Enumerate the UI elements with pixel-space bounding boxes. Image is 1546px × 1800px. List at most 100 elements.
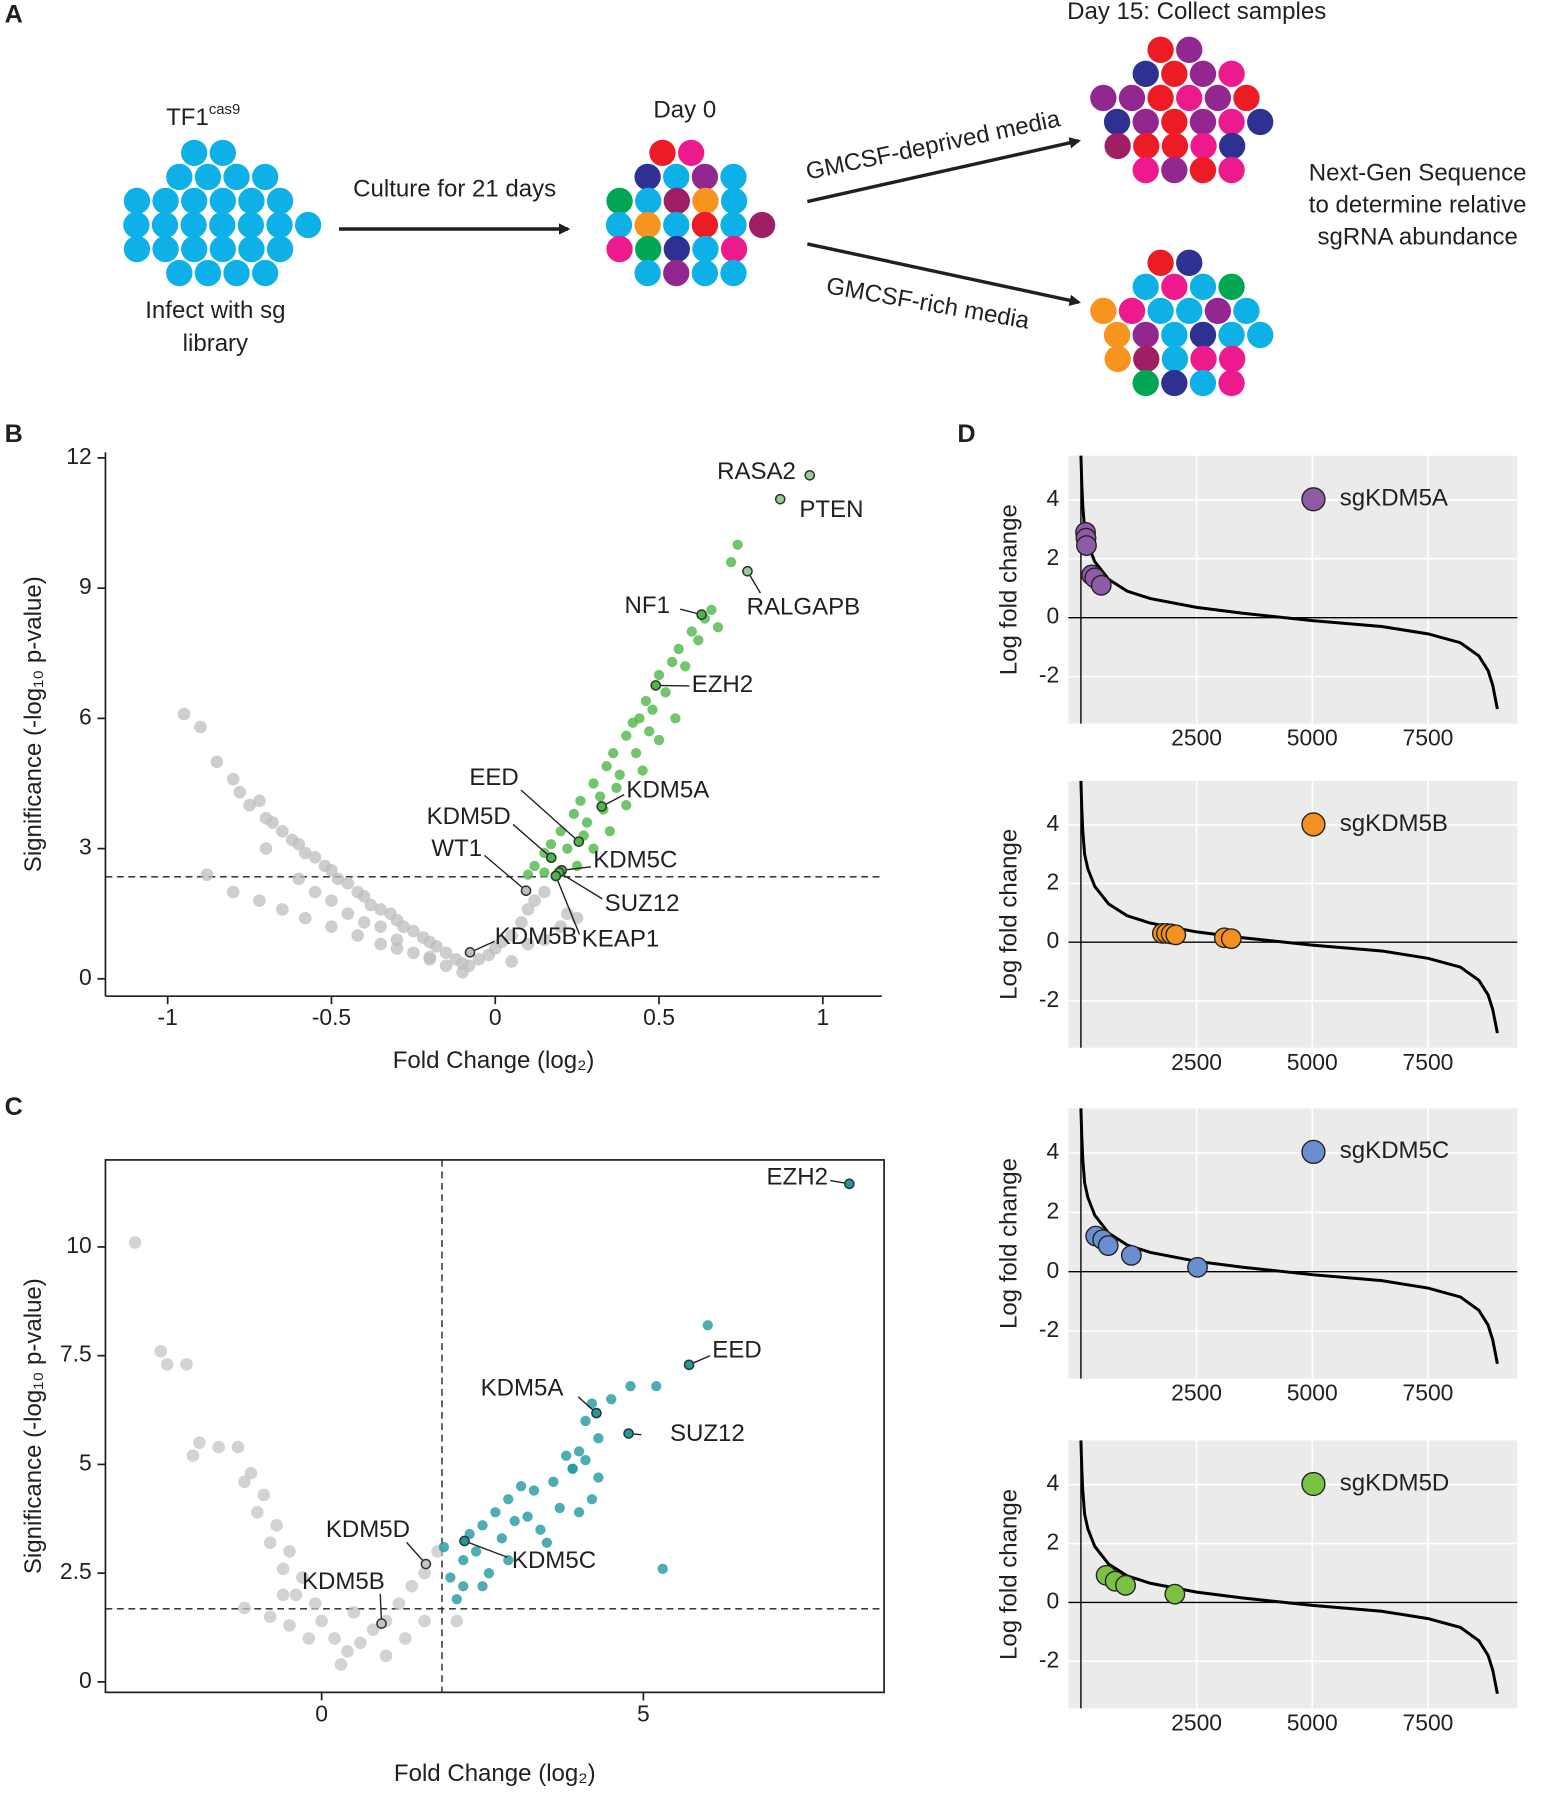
cell [1218, 345, 1246, 373]
cell [266, 211, 293, 239]
point [538, 885, 551, 899]
point-label: KDM5A [481, 1374, 564, 1401]
chart-1: C 0 2.5 5 7.5 10 0 5 Fold Change (log₂) Significa… [5, 1093, 885, 1787]
cell [1218, 273, 1245, 300]
y-tick-label: -2 [1039, 1316, 1059, 1342]
point [611, 782, 622, 793]
point [562, 843, 573, 854]
cell [1218, 132, 1246, 160]
y-axis-title: Significance (-log₁₀ p-value) [20, 1278, 47, 1574]
point [472, 952, 486, 966]
point [353, 1636, 367, 1650]
point [226, 772, 240, 786]
point [399, 1632, 412, 1645]
point [515, 916, 528, 929]
point [266, 816, 279, 829]
point [712, 622, 724, 633]
point-label: KDM5C [512, 1547, 596, 1574]
point [573, 1446, 585, 1457]
point [289, 1588, 303, 1602]
cell [1189, 60, 1217, 88]
point [528, 894, 541, 907]
panel-letter: C [5, 1093, 23, 1121]
point [243, 798, 256, 812]
point [653, 734, 665, 746]
y-axis-title: Log fold change [995, 1158, 1022, 1329]
cell [223, 259, 250, 287]
point [509, 1515, 520, 1527]
cell [1218, 156, 1245, 184]
point-label: EED [469, 764, 518, 791]
chart-4: -2 0 2 4 2500 5000 7500 Log fold change sgKDM5C [995, 1108, 1518, 1406]
cell [1161, 345, 1189, 373]
point [270, 1519, 283, 1532]
y-tick-label: 7.5 [60, 1341, 92, 1367]
point-label: KEAP1 [582, 925, 659, 952]
x-tick-label: 0.5 [643, 1004, 675, 1030]
cell [1118, 297, 1146, 325]
cell [1204, 297, 1232, 325]
cell [252, 163, 279, 191]
leader-line [558, 871, 603, 900]
point [325, 864, 338, 877]
point [296, 1571, 309, 1584]
point-label: NF1 [625, 592, 670, 619]
y-tick-label: 2 [1047, 1197, 1060, 1223]
point [657, 1563, 668, 1574]
point [554, 920, 568, 934]
highlight-point [1097, 1235, 1119, 1257]
y-tick-label: 0 [79, 964, 92, 990]
x-tick-label: 5 [637, 1700, 650, 1726]
labeled-point [843, 1178, 855, 1190]
point [341, 877, 355, 890]
point [706, 604, 717, 616]
point [458, 1581, 469, 1592]
cell [1147, 36, 1174, 63]
plot-background [1068, 780, 1518, 1048]
point [315, 1614, 328, 1628]
point-label: SUZ12 [670, 1420, 745, 1447]
point [210, 755, 224, 769]
point [292, 872, 306, 886]
point [521, 903, 535, 916]
cell [266, 235, 294, 263]
y-tick-label: 4 [1047, 810, 1060, 836]
point [244, 1466, 258, 1480]
y-tick-label: -2 [1039, 986, 1059, 1012]
y-tick-label: 10 [66, 1232, 91, 1258]
cell [237, 211, 265, 239]
labeled-point [774, 493, 786, 505]
point [334, 1658, 348, 1671]
chart-5: -2 0 2 4 2500 5000 7500 Log fold change sgKDM5D [995, 1440, 1518, 1735]
cell [649, 139, 676, 167]
point [666, 656, 678, 668]
cell [166, 163, 193, 191]
point [257, 1488, 271, 1502]
labeled-point [420, 1558, 432, 1570]
y-tick-label: 0 [1047, 603, 1060, 629]
labeled-point [545, 852, 557, 864]
cell [1189, 369, 1217, 397]
point [588, 778, 599, 789]
chart-2: D -2 0 2 4 2500 5000 7500 Log fold change sgKDM5A [957, 420, 1518, 751]
point [535, 1524, 546, 1535]
plot-background [1068, 455, 1518, 724]
cell [1161, 273, 1188, 300]
rich-label: GMCSF-rich media [824, 272, 1032, 334]
point [545, 839, 557, 850]
legend-label: sgKDM5C [1340, 1137, 1450, 1164]
point [423, 950, 437, 964]
point [503, 1494, 514, 1505]
point [226, 885, 240, 899]
point [357, 890, 371, 903]
cell [1176, 249, 1203, 276]
point [651, 1380, 662, 1392]
point [331, 872, 345, 886]
cell [720, 187, 748, 215]
point [630, 747, 642, 759]
point [445, 1572, 456, 1583]
point [614, 769, 625, 780]
y-axis-title: Significance (-log₁₀ p-value) [20, 576, 47, 872]
point [644, 726, 655, 737]
cell [209, 235, 236, 263]
